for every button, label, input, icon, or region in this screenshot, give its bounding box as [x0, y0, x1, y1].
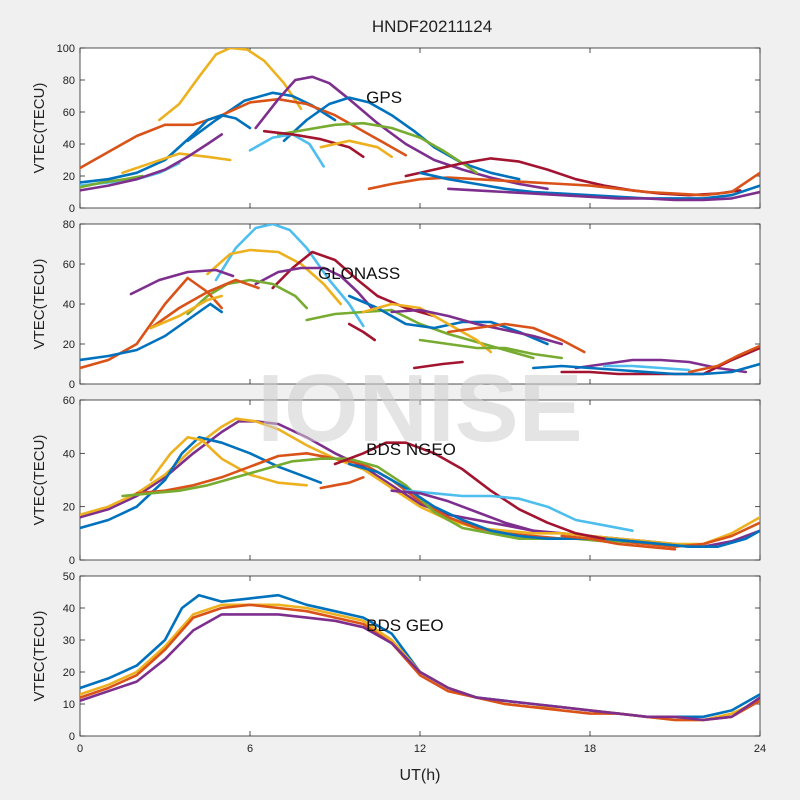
y-tick-label: 100	[57, 43, 75, 55]
series-line-9	[404, 489, 634, 532]
y-tick-label: 0	[69, 731, 75, 743]
y-tick-label: 0	[69, 203, 75, 215]
series-line-1	[214, 224, 365, 328]
series-line-11	[80, 113, 252, 184]
series-line-10	[80, 174, 144, 189]
series-group	[80, 593, 760, 722]
series-line-5	[135, 452, 760, 548]
series-group	[80, 417, 760, 551]
series-line-6	[277, 121, 478, 175]
panel-title: GPS	[366, 88, 402, 107]
x-tick-label: 12	[414, 743, 426, 755]
panel-bds-ngeo: 0 20 40 60 VTEC(TECU) BDS NGEO	[31, 395, 761, 567]
y-tick-label: 10	[63, 699, 75, 711]
series-line-23	[149, 294, 223, 330]
plot-area	[79, 47, 761, 209]
series-line-22	[347, 322, 376, 342]
x-tick-label: 0	[77, 743, 83, 755]
panel-glonass: 0 20 40 60 80 VTEC(TECU) GLONASS	[31, 219, 761, 391]
panel-title: GLONASS	[318, 264, 400, 283]
y-axis-label: VTEC(TECU)	[31, 435, 48, 526]
y-tick-label: 0	[69, 555, 75, 567]
x-axis-label: UT(h)	[400, 767, 441, 784]
y-tick-label: 20	[63, 339, 75, 351]
panel-bds-geo: 0 10 20 30 40 50 0 6 12 18 24 VTEC(TECU) BDS GEO	[31, 571, 766, 755]
series-line-3	[80, 436, 323, 530]
series-line-19	[532, 362, 760, 376]
series-line-12	[362, 302, 493, 354]
y-tick-label: 80	[63, 219, 75, 231]
series-line-4	[80, 613, 760, 722]
y-tick-label: 0	[69, 379, 75, 391]
y-axis-label: VTEC(TECU)	[31, 83, 48, 174]
series-line-3	[80, 97, 408, 170]
series-line-14	[447, 322, 586, 354]
figure-title: HNDF20211124	[372, 17, 492, 36]
y-tick-label: 40	[63, 299, 75, 311]
y-tick-label: 40	[63, 448, 75, 460]
series-group	[80, 224, 760, 376]
x-tick-label: 6	[247, 743, 253, 755]
series-line-9	[149, 278, 260, 330]
series-line-17	[418, 171, 760, 200]
series-line-11	[390, 489, 535, 532]
y-tick-label: 20	[63, 667, 75, 679]
series-line-8	[367, 171, 760, 197]
y-tick-label: 50	[63, 571, 75, 583]
panel-title: BDS GEO	[366, 616, 443, 635]
plot-area	[79, 575, 761, 737]
series-line-1	[158, 48, 303, 122]
series-line-10	[319, 476, 365, 490]
series-line-13	[80, 133, 223, 192]
x-tick-label: 18	[584, 743, 596, 755]
y-tick-label: 40	[63, 603, 75, 615]
series-line-15	[262, 129, 365, 159]
series-line-8	[333, 441, 606, 540]
y-tick-label: 60	[63, 259, 75, 271]
series-line-5	[254, 266, 374, 310]
series-line-10	[80, 302, 223, 362]
y-tick-label: 20	[63, 171, 75, 183]
series-line-4	[254, 75, 549, 191]
series-line-15	[418, 338, 563, 360]
y-axis-label: VTEC(TECU)	[31, 259, 48, 350]
x-tick-label: 24	[754, 743, 766, 755]
series-line-18	[447, 187, 760, 202]
y-tick-label: 30	[63, 635, 75, 647]
y-tick-label: 40	[63, 139, 75, 151]
series-line-2	[206, 248, 342, 306]
series-line-13	[390, 308, 563, 346]
series-line-16	[413, 360, 464, 370]
series-line-4	[149, 436, 308, 487]
y-tick-label: 80	[63, 75, 75, 87]
series-line-5	[282, 96, 521, 181]
series-line-7	[347, 462, 760, 548]
series-line-2	[80, 417, 760, 546]
panel-gps: 0 20 40 60 80 100 VTEC(TECU) GPS	[31, 43, 761, 215]
y-axis-label: VTEC(TECU)	[31, 611, 48, 702]
panel-title: BDS NGEO	[366, 440, 456, 459]
series-line-4	[129, 268, 235, 296]
series-line-12	[560, 534, 677, 551]
series-line-12	[121, 152, 232, 175]
series-group	[80, 48, 760, 202]
series-line-6	[186, 278, 308, 316]
watermark: IONISE	[257, 355, 582, 462]
y-tick-label: 20	[63, 502, 75, 514]
y-tick-label: 60	[63, 395, 75, 407]
y-tick-label: 60	[63, 107, 75, 119]
series-line-21	[602, 364, 691, 372]
series-line-20	[687, 344, 760, 374]
series-line-16	[319, 139, 393, 159]
plot-area	[79, 399, 761, 561]
